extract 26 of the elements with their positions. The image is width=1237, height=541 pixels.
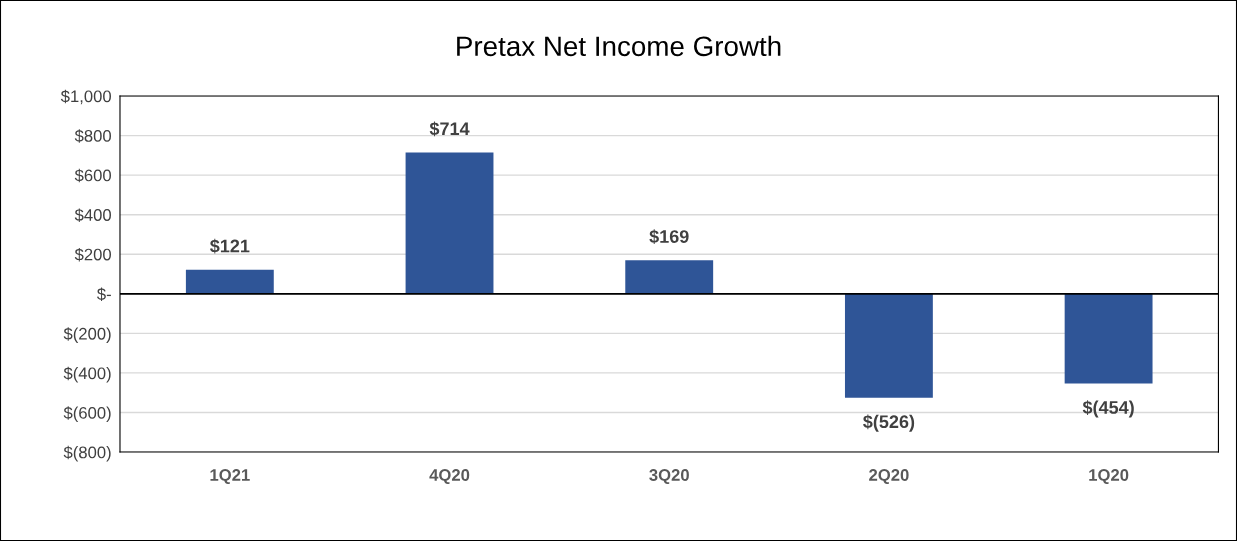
y-tick-label: $400	[74, 208, 112, 222]
y-tick-label: $600	[74, 168, 112, 183]
x-tick-label: 1Q20	[1089, 469, 1129, 485]
y-tick-label: $(400)	[63, 366, 111, 383]
y-tick-label: $1,000	[60, 89, 112, 105]
x-tick-label: 3Q20	[649, 469, 689, 485]
data-label: $(526)	[863, 414, 915, 432]
bar	[1064, 293, 1153, 384]
bar	[844, 293, 933, 398]
bar	[625, 260, 714, 294]
data-label: $169	[649, 229, 689, 245]
bar	[405, 152, 494, 294]
data-label: $714	[429, 121, 470, 137]
chart-title: Pretax Net Income Growth	[457, 35, 781, 57]
data-label: $(454)	[1082, 400, 1134, 418]
bar	[185, 269, 274, 294]
x-tick-label: 2Q20	[869, 469, 909, 485]
y-tick-label: $800	[74, 129, 112, 143]
x-tick-label: 1Q21	[210, 469, 250, 485]
y-tick-label: $-	[97, 287, 111, 301]
y-tick-label: $200	[74, 247, 112, 262]
y-tick-label: $(200)	[63, 327, 111, 343]
y-tick-label: $(800)	[63, 445, 111, 462]
y-tick-label: $(600)	[63, 406, 111, 423]
x-tick-label: 4Q20	[429, 469, 470, 485]
data-label: $121	[209, 238, 250, 254]
